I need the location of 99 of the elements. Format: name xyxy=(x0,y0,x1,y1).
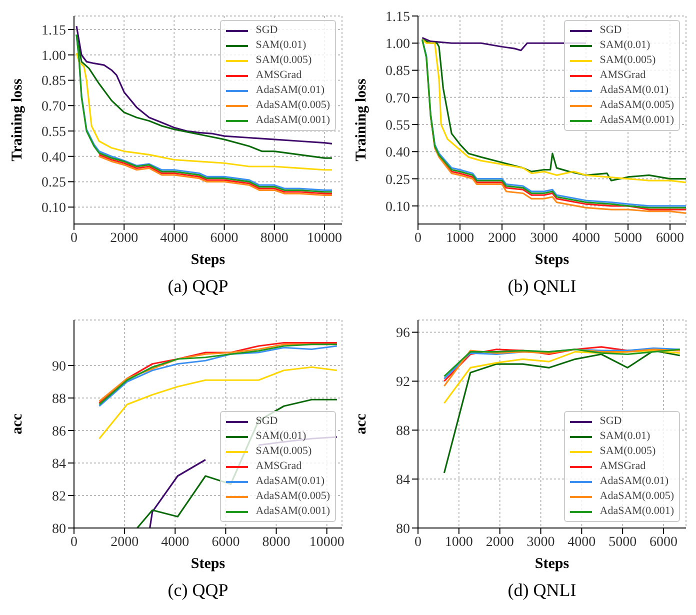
legend-label: AdaSAM(0.001) xyxy=(600,504,674,519)
y-axis-title: acc xyxy=(9,413,26,434)
legend-label: AdaSAM(0.01) xyxy=(600,474,668,489)
y-tick-label: 80 xyxy=(396,522,410,537)
x-tick-label: 4000 xyxy=(572,230,600,246)
y-tick-label: 84 xyxy=(396,473,410,488)
x-tick-label: 5000 xyxy=(608,534,637,550)
y-tick-label: 0.10 xyxy=(42,201,66,216)
x-tick-label: 1000 xyxy=(446,230,474,246)
x-tick-label: 2000 xyxy=(486,534,514,550)
y-tick-label: 84 xyxy=(52,456,66,472)
legend-label: SAM(0.005) xyxy=(256,53,312,68)
y-tick-label: 82 xyxy=(52,489,66,504)
y-tick-label: 0.55 xyxy=(386,118,410,134)
legend-label: AdaSAM(0.01) xyxy=(600,83,668,98)
x-tick-label: 2000 xyxy=(110,534,139,550)
legend-label: AdaSAM(0.001) xyxy=(256,504,330,519)
legend-label: AMSGrad xyxy=(256,68,302,83)
x-tick-label: 10000 xyxy=(306,230,342,246)
x-tick-label: 8000 xyxy=(260,230,288,246)
legend-label: SGD xyxy=(600,414,622,429)
y-tick-label: 92 xyxy=(396,375,410,390)
x-tick-label: 2000 xyxy=(110,230,138,246)
legend-label: SAM(0.01) xyxy=(600,429,650,444)
x-tick-label: 4000 xyxy=(568,534,596,550)
line-series xyxy=(76,52,333,171)
legend-label: SAM(0.01) xyxy=(256,429,306,444)
y-tick-label: 1.15 xyxy=(386,10,410,25)
legend-label: AdaSAM(0.005) xyxy=(600,489,674,504)
x-tick-label: 4000 xyxy=(160,230,188,246)
x-tick-label: 0 xyxy=(70,230,78,246)
y-tick-label: 0.70 xyxy=(42,100,66,115)
legend-label: SAM(0.005) xyxy=(256,444,312,459)
y-axis-title: Training loss xyxy=(9,78,26,162)
legend-label: AdaSAM(0.005) xyxy=(256,489,330,504)
legend-label: SGD xyxy=(256,23,278,38)
legend-label: AMSGrad xyxy=(256,459,302,474)
y-tick-label: 0.40 xyxy=(42,150,66,166)
y-tick-label: 0.25 xyxy=(42,176,66,191)
y-tick-label: 1.15 xyxy=(42,24,66,38)
line-series xyxy=(98,366,338,440)
line-series xyxy=(76,25,333,144)
y-tick-label: 0.10 xyxy=(386,200,410,215)
x-tick-label: 0 xyxy=(414,534,422,550)
legend-label: AdaSAM(0.005) xyxy=(600,98,674,113)
y-tick-label: 80 xyxy=(52,522,66,537)
legend-label: AdaSAM(0.001) xyxy=(600,113,674,128)
x-tick-label: 6000 xyxy=(212,534,240,550)
x-tick-label: 1000 xyxy=(444,534,473,550)
x-tick-label: 2000 xyxy=(488,230,516,246)
x-axis-title: Steps xyxy=(534,556,570,572)
x-tick-label: 6000 xyxy=(210,230,238,246)
legend-label: AdaSAM(0.001) xyxy=(256,113,330,128)
legend-label: SGD xyxy=(600,23,622,38)
y-tick-label: 1.00 xyxy=(386,37,410,52)
line-series xyxy=(443,350,681,404)
x-tick-label: 3000 xyxy=(526,534,555,550)
x-tick-label: 6000 xyxy=(656,230,684,246)
legend-label: AdaSAM(0.01) xyxy=(256,474,324,489)
x-axis-title: Steps xyxy=(190,252,226,268)
text: (c) QQP xyxy=(166,580,230,601)
legend-label: SAM(0.01) xyxy=(256,38,306,53)
legend-label: SGD xyxy=(256,414,278,429)
y-tick-label: 0.85 xyxy=(386,64,410,80)
y-tick-label: 0.70 xyxy=(386,91,410,106)
x-tick-label: 4000 xyxy=(161,534,190,550)
x-tick-label: 8000 xyxy=(262,534,290,550)
x-tick-label: 0 xyxy=(414,230,422,246)
x-tick-label: 6000 xyxy=(649,534,678,550)
x-tick-label: 0 xyxy=(70,534,78,550)
x-tick-label: 3000 xyxy=(530,230,558,246)
y-tick-label: 90 xyxy=(52,359,66,374)
y-tick-label: 88 xyxy=(396,424,410,440)
y-tick-label: 96 xyxy=(396,326,410,342)
legend-label: AMSGrad xyxy=(600,459,646,474)
text: (a) QQP xyxy=(166,276,230,297)
legend-label: AdaSAM(0.005) xyxy=(256,98,330,113)
text: (d) QNLI xyxy=(506,580,578,601)
legend-label: AMSGrad xyxy=(600,68,646,83)
y-tick-label: 1.00 xyxy=(42,48,66,64)
legend-label: SAM(0.01) xyxy=(600,38,650,53)
legend-label: SAM(0.005) xyxy=(600,444,656,459)
line-series xyxy=(443,348,681,387)
y-tick-label: 0.25 xyxy=(386,172,410,188)
y-tick-label: 0.55 xyxy=(42,124,66,140)
y-tick-label: 0.85 xyxy=(42,74,66,90)
y-tick-label: 88 xyxy=(52,392,66,407)
text: (b) QNLI xyxy=(506,276,578,297)
y-axis-title: acc xyxy=(353,413,370,434)
y-tick-label: 0.40 xyxy=(386,146,410,161)
y-axis-title: Training loss xyxy=(353,78,370,162)
line-series xyxy=(443,350,681,474)
x-tick-label: 5000 xyxy=(614,230,642,246)
x-tick-label: 10000 xyxy=(309,534,344,550)
legend-label: SAM(0.005) xyxy=(600,53,656,68)
y-tick-label: 86 xyxy=(52,424,66,440)
x-axis-title: Steps xyxy=(190,556,226,572)
x-axis-title: Steps xyxy=(534,252,570,268)
legend-label: AdaSAM(0.01) xyxy=(256,83,324,98)
